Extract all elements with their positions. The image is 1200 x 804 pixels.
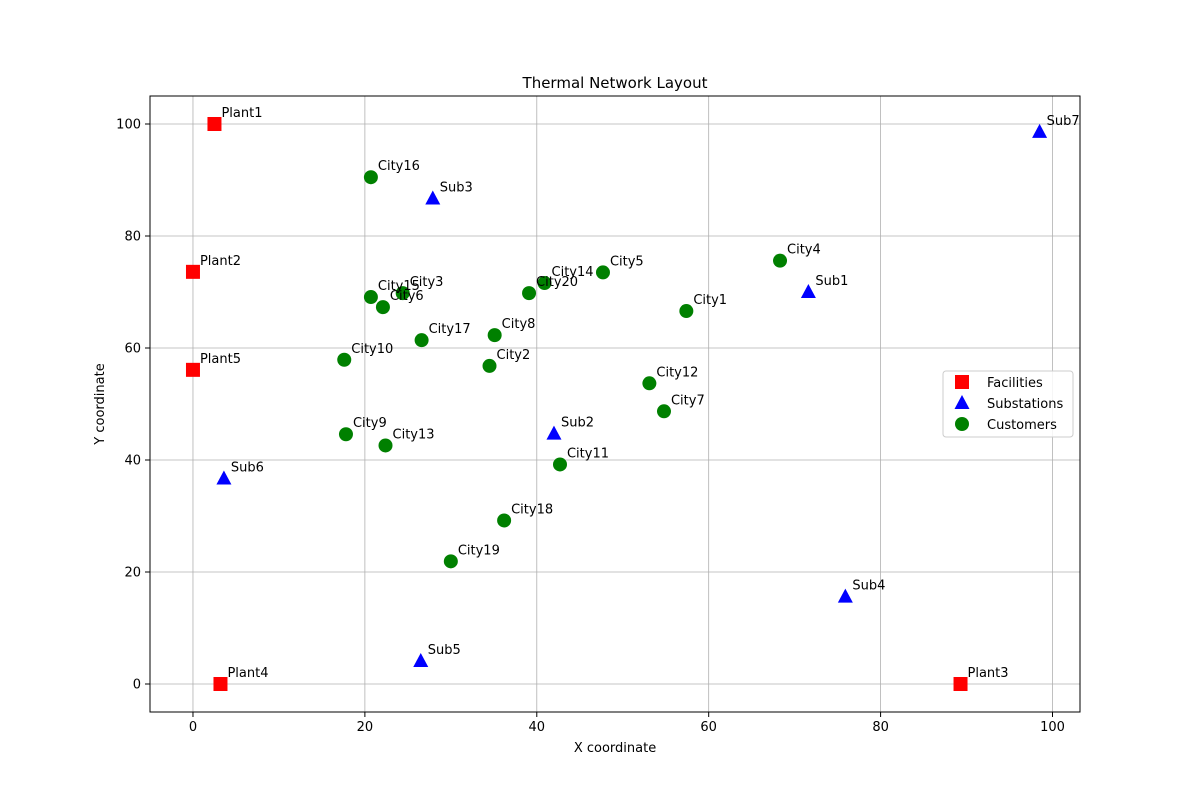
point-label-city14: City14	[552, 265, 594, 280]
customers-marker-city14	[537, 276, 552, 291]
facilities-marker-plant2	[185, 264, 200, 279]
customers-marker-city12	[642, 376, 657, 391]
x-axis-label: X coordinate	[574, 741, 656, 756]
point-label-plant4: Plant4	[227, 666, 268, 681]
substations-marker-sub2	[546, 425, 562, 440]
x-tick-label: 80	[872, 720, 889, 735]
customers-marker-city8	[487, 328, 502, 343]
customers-marker-city11	[552, 457, 567, 472]
legend-marker-substations	[954, 395, 970, 409]
point-label-city8: City8	[502, 317, 536, 332]
point-label-sub4: Sub4	[852, 579, 885, 594]
legend-label-substations: Substations	[987, 397, 1063, 412]
x-tick-label: 20	[357, 720, 374, 735]
plot-frame	[149, 95, 1081, 713]
y-tick-label: 40	[124, 454, 141, 469]
customers-marker-city20	[522, 286, 537, 301]
customers-marker-city4	[773, 253, 788, 268]
point-label-city1: City1	[693, 293, 727, 308]
customers-marker-city9	[338, 427, 353, 442]
substations-marker-sub3	[425, 190, 441, 205]
point-label-city9: City9	[353, 416, 387, 431]
x-tick-label: 40	[529, 720, 546, 735]
customers-marker-city17	[414, 333, 429, 348]
customers-marker-city19	[443, 554, 458, 569]
point-label-city4: City4	[787, 243, 821, 258]
customers-marker-city6	[375, 300, 390, 315]
point-label-city5: City5	[610, 254, 644, 269]
customers-marker-city18	[497, 513, 512, 528]
legend-box	[942, 370, 1074, 438]
legend-label-customers: Customers	[987, 418, 1057, 433]
customers-marker-city1	[679, 304, 694, 319]
point-label-sub3: Sub3	[440, 180, 473, 195]
y-axis-label: Y coordinate	[93, 363, 108, 445]
point-label-plant1: Plant1	[221, 106, 262, 121]
y-tick-label: 20	[124, 566, 141, 581]
point-label-city10: City10	[351, 342, 393, 357]
facilities-marker-plant5	[185, 362, 200, 377]
point-label-city13: City13	[393, 427, 435, 442]
point-label-city15: City15	[378, 279, 420, 294]
x-tick-label: 60	[700, 720, 717, 735]
substations-marker-sub7	[1032, 123, 1048, 138]
legend-marker-facilities	[955, 375, 969, 389]
point-label-city6: City6	[390, 289, 424, 304]
facilities-marker-plant1	[207, 117, 222, 131]
point-label-city3: City3	[410, 275, 444, 290]
point-label-city2: City2	[497, 348, 531, 363]
point-label-plant2: Plant2	[200, 254, 241, 269]
x-tick-label: 0	[189, 720, 197, 735]
substations-marker-sub5	[413, 653, 429, 668]
point-label-city16: City16	[378, 159, 420, 174]
point-label-sub1: Sub1	[815, 274, 848, 289]
point-label-sub6: Sub6	[231, 460, 264, 475]
customers-marker-city5	[595, 265, 610, 280]
point-label-city20: City20	[536, 275, 578, 290]
customers-marker-city10	[337, 352, 352, 367]
point-label-city12: City12	[656, 365, 698, 380]
substations-marker-sub1	[800, 284, 816, 298]
point-label-sub7: Sub7	[1047, 114, 1080, 129]
point-label-sub2: Sub2	[561, 416, 594, 431]
y-tick-label: 60	[124, 342, 141, 357]
substations-marker-sub4	[837, 588, 853, 603]
customers-marker-city2	[482, 358, 497, 373]
axes: 0 20 40 60 80 100 0 20 40 60 80 100	[116, 118, 1065, 736]
point-label-sub5: Sub5	[428, 643, 461, 658]
customers-marker-city15	[363, 290, 378, 305]
point-label-plant5: Plant5	[200, 352, 241, 367]
y-tick-label: 100	[116, 118, 141, 133]
point-label-plant3: Plant3	[968, 666, 1009, 681]
customers-marker-city3	[395, 286, 410, 301]
point-label-city18: City18	[511, 502, 553, 517]
y-tick-label: 80	[124, 230, 141, 245]
customers-marker-city13	[378, 438, 393, 453]
point-label-city11: City11	[567, 446, 609, 461]
facilities-marker-plant3	[953, 677, 968, 691]
customers-marker-city7	[656, 404, 671, 419]
point-label-city19: City19	[458, 543, 500, 558]
y-tick-label: 0	[133, 678, 141, 693]
legend-label-facilities: Facilities	[987, 376, 1043, 391]
point-label-city17: City17	[429, 322, 471, 337]
grid-lines	[150, 96, 1080, 712]
point-label-city7: City7	[671, 393, 705, 408]
facilities-marker-plant4	[213, 677, 228, 691]
legend-marker-customers	[955, 417, 969, 431]
substations-marker-sub6	[216, 470, 232, 485]
customers-marker-city16	[363, 170, 378, 185]
chart-title: Thermal Network Layout	[522, 74, 708, 92]
point-labels: Plant1 Plant2 Plant3 Plant4 Plant5 Sub1 Sub2 Su…	[200, 106, 1080, 681]
x-tick-label: 100	[1040, 720, 1065, 735]
data-points	[185, 117, 1048, 691]
legend: Facilities Substations Customers	[942, 370, 1074, 438]
